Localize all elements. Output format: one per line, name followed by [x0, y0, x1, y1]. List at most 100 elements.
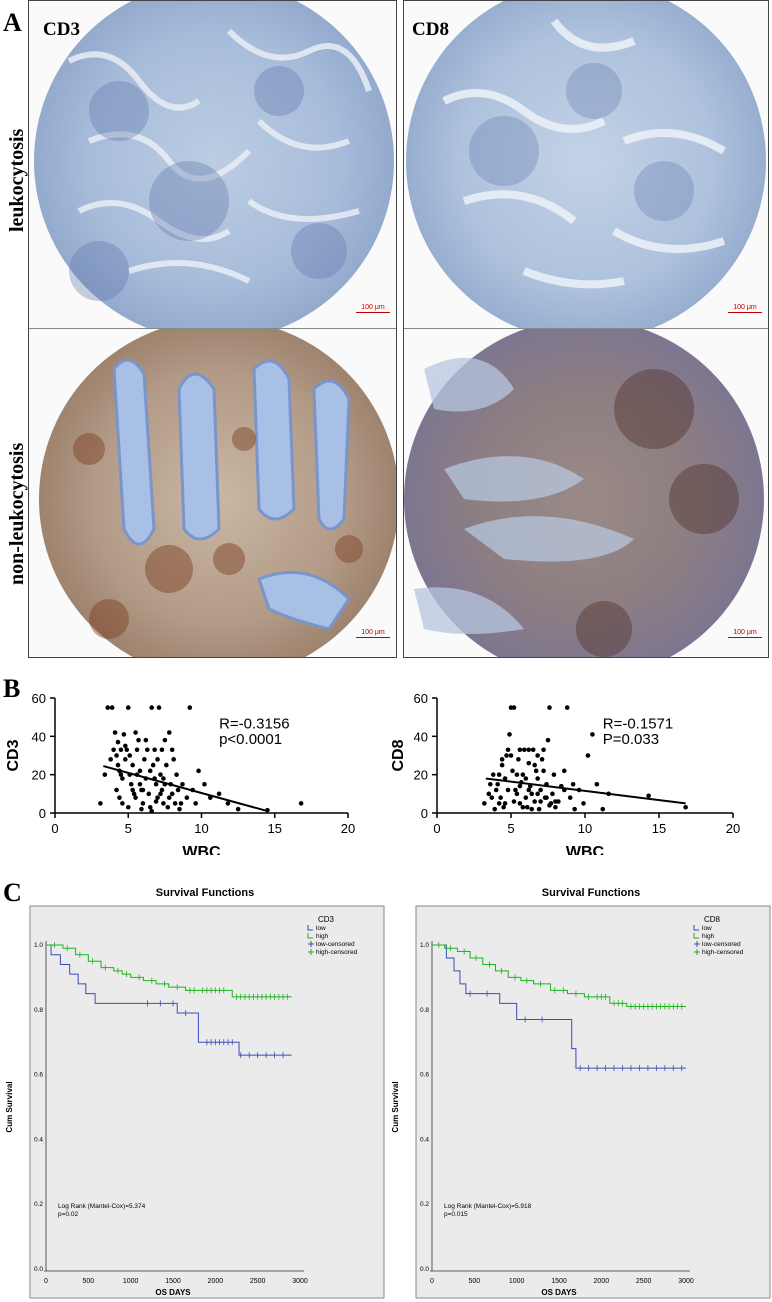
- data-point: [505, 787, 511, 793]
- survival-curve-low: [432, 944, 686, 1069]
- legend-label: low-censored: [702, 941, 741, 948]
- x-tick-label: 20: [726, 821, 740, 836]
- data-point: [502, 776, 508, 781]
- y-tick-label: 40: [32, 729, 46, 744]
- data-point: [140, 801, 146, 806]
- scale-bar-label: 100 μm: [361, 304, 385, 311]
- data-point: [111, 747, 116, 753]
- data-point: [159, 747, 165, 753]
- data-point: [171, 757, 176, 762]
- data-point: [165, 804, 171, 810]
- log-rank-p: p=0.015: [444, 1211, 468, 1218]
- y-tick-label: 0.4: [34, 1136, 43, 1143]
- marker-label-cd8: CD8: [412, 19, 449, 40]
- data-point: [144, 747, 150, 753]
- data-point: [105, 705, 111, 710]
- y-axis-label: Cum Survival: [5, 1081, 14, 1132]
- data-point: [507, 732, 512, 737]
- data-point: [125, 705, 131, 710]
- data-point: [535, 753, 540, 758]
- x-axis-label: OS DAYS: [155, 1288, 191, 1297]
- data-point: [526, 787, 532, 793]
- data-point: [550, 791, 555, 797]
- x-tick-label: 1000: [123, 1278, 139, 1285]
- survival-curve-low: [46, 944, 292, 1056]
- legend-label: low-censored: [316, 941, 355, 948]
- data-point: [536, 806, 542, 812]
- data-point: [115, 762, 121, 768]
- y-tick-label: 0.6: [420, 1072, 429, 1079]
- legend-label: high: [316, 933, 329, 940]
- data-point: [155, 757, 160, 762]
- data-point: [508, 753, 514, 758]
- scale-bar-label: 100 μm: [733, 304, 757, 311]
- data-point: [109, 705, 115, 710]
- x-tick-label: 2500: [250, 1278, 266, 1285]
- legend-label: high-censored: [316, 949, 358, 956]
- tissue-core-image: [404, 329, 764, 657]
- correlation-p: p<0.0001: [219, 731, 282, 748]
- x-axis-label: WBC: [566, 844, 605, 855]
- data-point: [523, 776, 529, 781]
- data-point: [517, 783, 523, 789]
- ihc-column-cd8: CD8 100 μm 100 μm: [403, 0, 769, 658]
- data-point: [538, 787, 543, 793]
- y-tick-label: 1.0: [420, 942, 429, 949]
- y-tick-label: 0.0: [420, 1266, 429, 1273]
- data-point: [121, 732, 127, 737]
- data-point: [532, 762, 537, 768]
- data-point: [646, 793, 651, 799]
- data-point: [511, 705, 517, 710]
- data-point: [492, 806, 498, 812]
- data-point: [545, 737, 551, 743]
- data-point: [523, 795, 529, 800]
- x-tick-label: 500: [468, 1278, 480, 1285]
- x-tick-label: 1500: [165, 1278, 181, 1285]
- y-axis-label: CD3: [5, 739, 22, 771]
- marker-label-cd3: CD3: [43, 19, 80, 40]
- data-point: [547, 705, 552, 710]
- data-point: [502, 801, 508, 806]
- data-point: [142, 757, 147, 762]
- x-tick-label: 0: [433, 821, 440, 836]
- data-point: [600, 806, 606, 812]
- data-point: [120, 776, 125, 781]
- data-point: [164, 762, 169, 768]
- data-point: [505, 747, 511, 753]
- legend-label: high: [702, 933, 715, 940]
- data-point: [115, 739, 121, 745]
- data-point: [539, 757, 545, 762]
- data-point: [526, 747, 532, 753]
- data-point: [487, 781, 493, 787]
- legend-swatch: [693, 925, 699, 931]
- scale-bar: 100 μm: [356, 629, 390, 638]
- x-tick-label: 3000: [292, 1278, 308, 1285]
- x-tick-label: 20: [341, 821, 355, 836]
- data-point: [486, 791, 492, 797]
- correlation-r: R=-0.1571: [603, 716, 673, 733]
- data-point: [489, 795, 495, 800]
- data-point: [572, 806, 577, 812]
- data-point: [482, 801, 487, 806]
- data-point: [137, 768, 143, 774]
- data-point: [590, 732, 595, 737]
- y-tick-label: 0.8: [420, 1007, 429, 1014]
- ihc-column-cd3: CD3 100 μm 100 μ: [28, 0, 397, 658]
- data-point: [522, 747, 527, 753]
- data-point: [541, 768, 546, 774]
- legend-title: CD8: [704, 915, 721, 924]
- y-tick-label: 0.4: [420, 1136, 429, 1143]
- data-point: [514, 791, 520, 797]
- data-point: [140, 787, 146, 793]
- data-point: [496, 801, 502, 806]
- x-axis-label: OS DAYS: [541, 1288, 577, 1297]
- data-point: [517, 801, 523, 806]
- data-point: [538, 799, 543, 804]
- data-point: [127, 753, 133, 758]
- data-point: [533, 768, 539, 774]
- y-tick-label: 20: [32, 768, 46, 783]
- panel-label-c: C: [3, 878, 22, 907]
- data-point: [149, 705, 154, 710]
- data-point: [153, 799, 159, 804]
- x-axis-label: WBC: [182, 844, 221, 855]
